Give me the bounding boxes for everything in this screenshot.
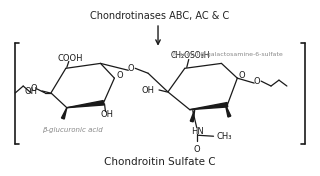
Text: Chondrotinases ABC, AC & C: Chondrotinases ABC, AC & C (90, 11, 230, 21)
Text: O: O (31, 84, 37, 93)
Text: CH₃: CH₃ (217, 132, 232, 141)
Polygon shape (61, 108, 67, 119)
Text: O: O (254, 77, 260, 86)
Polygon shape (190, 103, 228, 110)
Text: O: O (128, 64, 135, 73)
Text: O: O (239, 71, 245, 80)
Text: O: O (193, 144, 200, 153)
Text: Chondroitin Sulfate C: Chondroitin Sulfate C (104, 157, 216, 167)
Text: O: O (116, 71, 123, 80)
Text: CH₂OSO₃H: CH₂OSO₃H (171, 51, 211, 60)
Text: OH: OH (24, 87, 37, 96)
Text: β-glucuronic acid: β-glucuronic acid (42, 127, 103, 133)
Polygon shape (67, 100, 104, 108)
Text: COOH: COOH (57, 54, 83, 63)
Text: OH: OH (101, 110, 114, 119)
Text: N-acetyl-β-galactosamine-6-sulfate: N-acetyl-β-galactosamine-6-sulfate (172, 52, 283, 56)
Text: HN: HN (191, 127, 204, 136)
Text: OH: OH (141, 86, 154, 95)
Polygon shape (190, 110, 195, 122)
Polygon shape (225, 105, 231, 117)
